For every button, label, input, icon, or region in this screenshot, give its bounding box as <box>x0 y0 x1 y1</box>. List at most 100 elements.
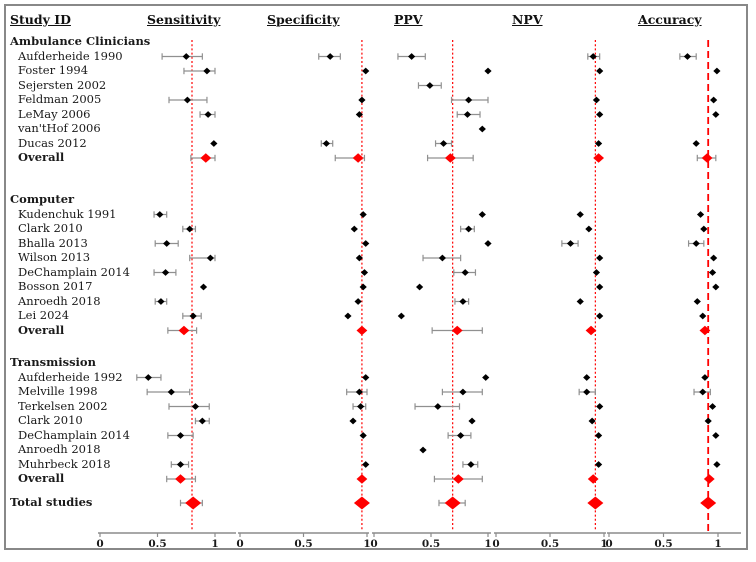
study-marker-ppv <box>482 374 490 381</box>
study-marker-spec <box>355 388 363 396</box>
overall-row-label: Overall <box>18 322 65 337</box>
pooled-marker-npv <box>587 496 604 510</box>
study-row-label: Anroedh 2018 <box>18 293 101 308</box>
study-marker-ppv <box>459 388 467 396</box>
study-marker-acc <box>710 96 718 104</box>
study-marker-sens <box>198 417 206 425</box>
pooled-marker-ppv <box>451 325 463 336</box>
study-row-label: DeChamplain 2014 <box>18 427 130 442</box>
study-marker-sens <box>157 298 165 305</box>
study-marker-spec <box>362 461 370 468</box>
study-marker-acc <box>683 53 692 60</box>
axis-tick-label-sens: 1 <box>211 538 218 550</box>
study-marker-ppv <box>465 225 473 233</box>
study-marker-ppv <box>416 283 424 291</box>
study-row-label: Foster 1994 <box>18 63 89 77</box>
study-marker-ppv <box>467 461 475 468</box>
study-marker-spec <box>322 140 330 147</box>
group-header: Computer <box>10 192 75 206</box>
study-marker-sens <box>183 96 191 104</box>
study-marker-sens <box>163 240 171 247</box>
study-marker-npv <box>592 96 601 104</box>
study-row-label: Ducas 2012 <box>18 135 87 150</box>
study-marker-spec <box>358 96 366 104</box>
study-marker-spec <box>326 53 334 60</box>
study-marker-acc <box>713 67 721 75</box>
study-row-label: Wilson 2013 <box>18 250 91 264</box>
column-header-specificity: Specificity <box>267 12 340 27</box>
study-marker-acc <box>699 312 707 320</box>
study-marker-npv <box>566 240 575 247</box>
study-marker-ppv <box>438 254 446 262</box>
pooled-marker-npv <box>587 474 599 484</box>
study-row-label: Feldman 2005 <box>18 92 102 106</box>
study-marker-acc <box>692 240 700 247</box>
study-marker-acc <box>699 388 707 396</box>
study-marker-ppv <box>465 96 473 104</box>
study-row-label: Bhalla 2013 <box>18 235 88 250</box>
study-marker-spec <box>354 298 362 305</box>
study-marker-ppv <box>463 111 472 118</box>
pooled-marker-sens <box>175 474 186 484</box>
axis-tick-label-npv: 1 <box>600 538 607 550</box>
study-marker-sens <box>203 67 211 75</box>
pooled-marker-acc <box>703 474 715 484</box>
study-marker-npv <box>596 283 604 291</box>
column-header-npv: NPV <box>512 12 543 27</box>
study-marker-spec <box>362 240 370 247</box>
study-marker-sens <box>186 225 194 233</box>
column-header-accuracy: Accuracy <box>638 12 702 27</box>
study-marker-npv <box>588 417 596 425</box>
study-marker-ppv <box>397 312 405 320</box>
study-marker-sens <box>199 283 208 291</box>
study-marker-ppv <box>461 269 469 276</box>
axis-tick-label-acc: 0.5 <box>654 538 672 550</box>
study-marker-acc <box>708 403 717 410</box>
study-marker-ppv <box>478 125 486 133</box>
study-marker-npv <box>576 298 584 305</box>
study-marker-ppv <box>468 417 476 425</box>
group-header: Ambulance Clinicians <box>10 34 151 48</box>
study-marker-acc <box>712 432 720 439</box>
study-marker-spec <box>357 403 365 410</box>
study-marker-acc <box>708 269 717 276</box>
study-marker-sens <box>191 403 200 410</box>
study-marker-acc <box>704 417 712 425</box>
study-row-label: Clark 2010 <box>18 221 83 235</box>
study-marker-sens <box>156 211 164 218</box>
pooled-marker-spec <box>356 325 368 336</box>
study-marker-spec <box>359 211 367 218</box>
study-row-label: Melville 1998 <box>18 384 98 398</box>
pooled-marker-npv <box>585 325 597 336</box>
study-marker-acc <box>701 374 709 381</box>
study-marker-spec <box>344 312 352 320</box>
study-row-label: LeMay 2006 <box>18 106 91 121</box>
study-marker-sens <box>204 111 212 118</box>
study-marker-acc <box>693 298 701 305</box>
pooled-marker-sens <box>185 496 202 510</box>
column-header-ppv: PPV <box>394 12 423 27</box>
study-marker-spec <box>350 225 358 233</box>
study-marker-ppv <box>434 403 442 410</box>
study-row-label: Clark 2010 <box>18 413 83 427</box>
study-marker-ppv <box>426 82 434 89</box>
study-marker-sens <box>161 269 170 276</box>
study-marker-sens <box>182 53 190 60</box>
study-marker-npv <box>585 225 593 233</box>
study-row-label: Terkelsen 2002 <box>18 398 108 413</box>
pooled-marker-sens <box>178 325 190 336</box>
study-marker-ppv <box>459 298 467 305</box>
axis-tick-label-ppv: 1 <box>484 538 491 550</box>
pooled-marker-npv <box>593 153 604 163</box>
study-marker-spec <box>355 254 363 262</box>
study-marker-acc <box>692 140 700 147</box>
group-header: Transmission <box>10 355 96 369</box>
pooled-marker-acc <box>700 496 717 510</box>
axis-tick-label-ppv: 0 <box>370 538 377 550</box>
study-marker-sens <box>167 388 175 396</box>
study-marker-npv <box>596 403 604 410</box>
figure-border <box>4 4 748 550</box>
study-marker-npv <box>595 140 603 147</box>
study-marker-npv <box>596 111 604 118</box>
study-marker-sens <box>176 461 185 468</box>
